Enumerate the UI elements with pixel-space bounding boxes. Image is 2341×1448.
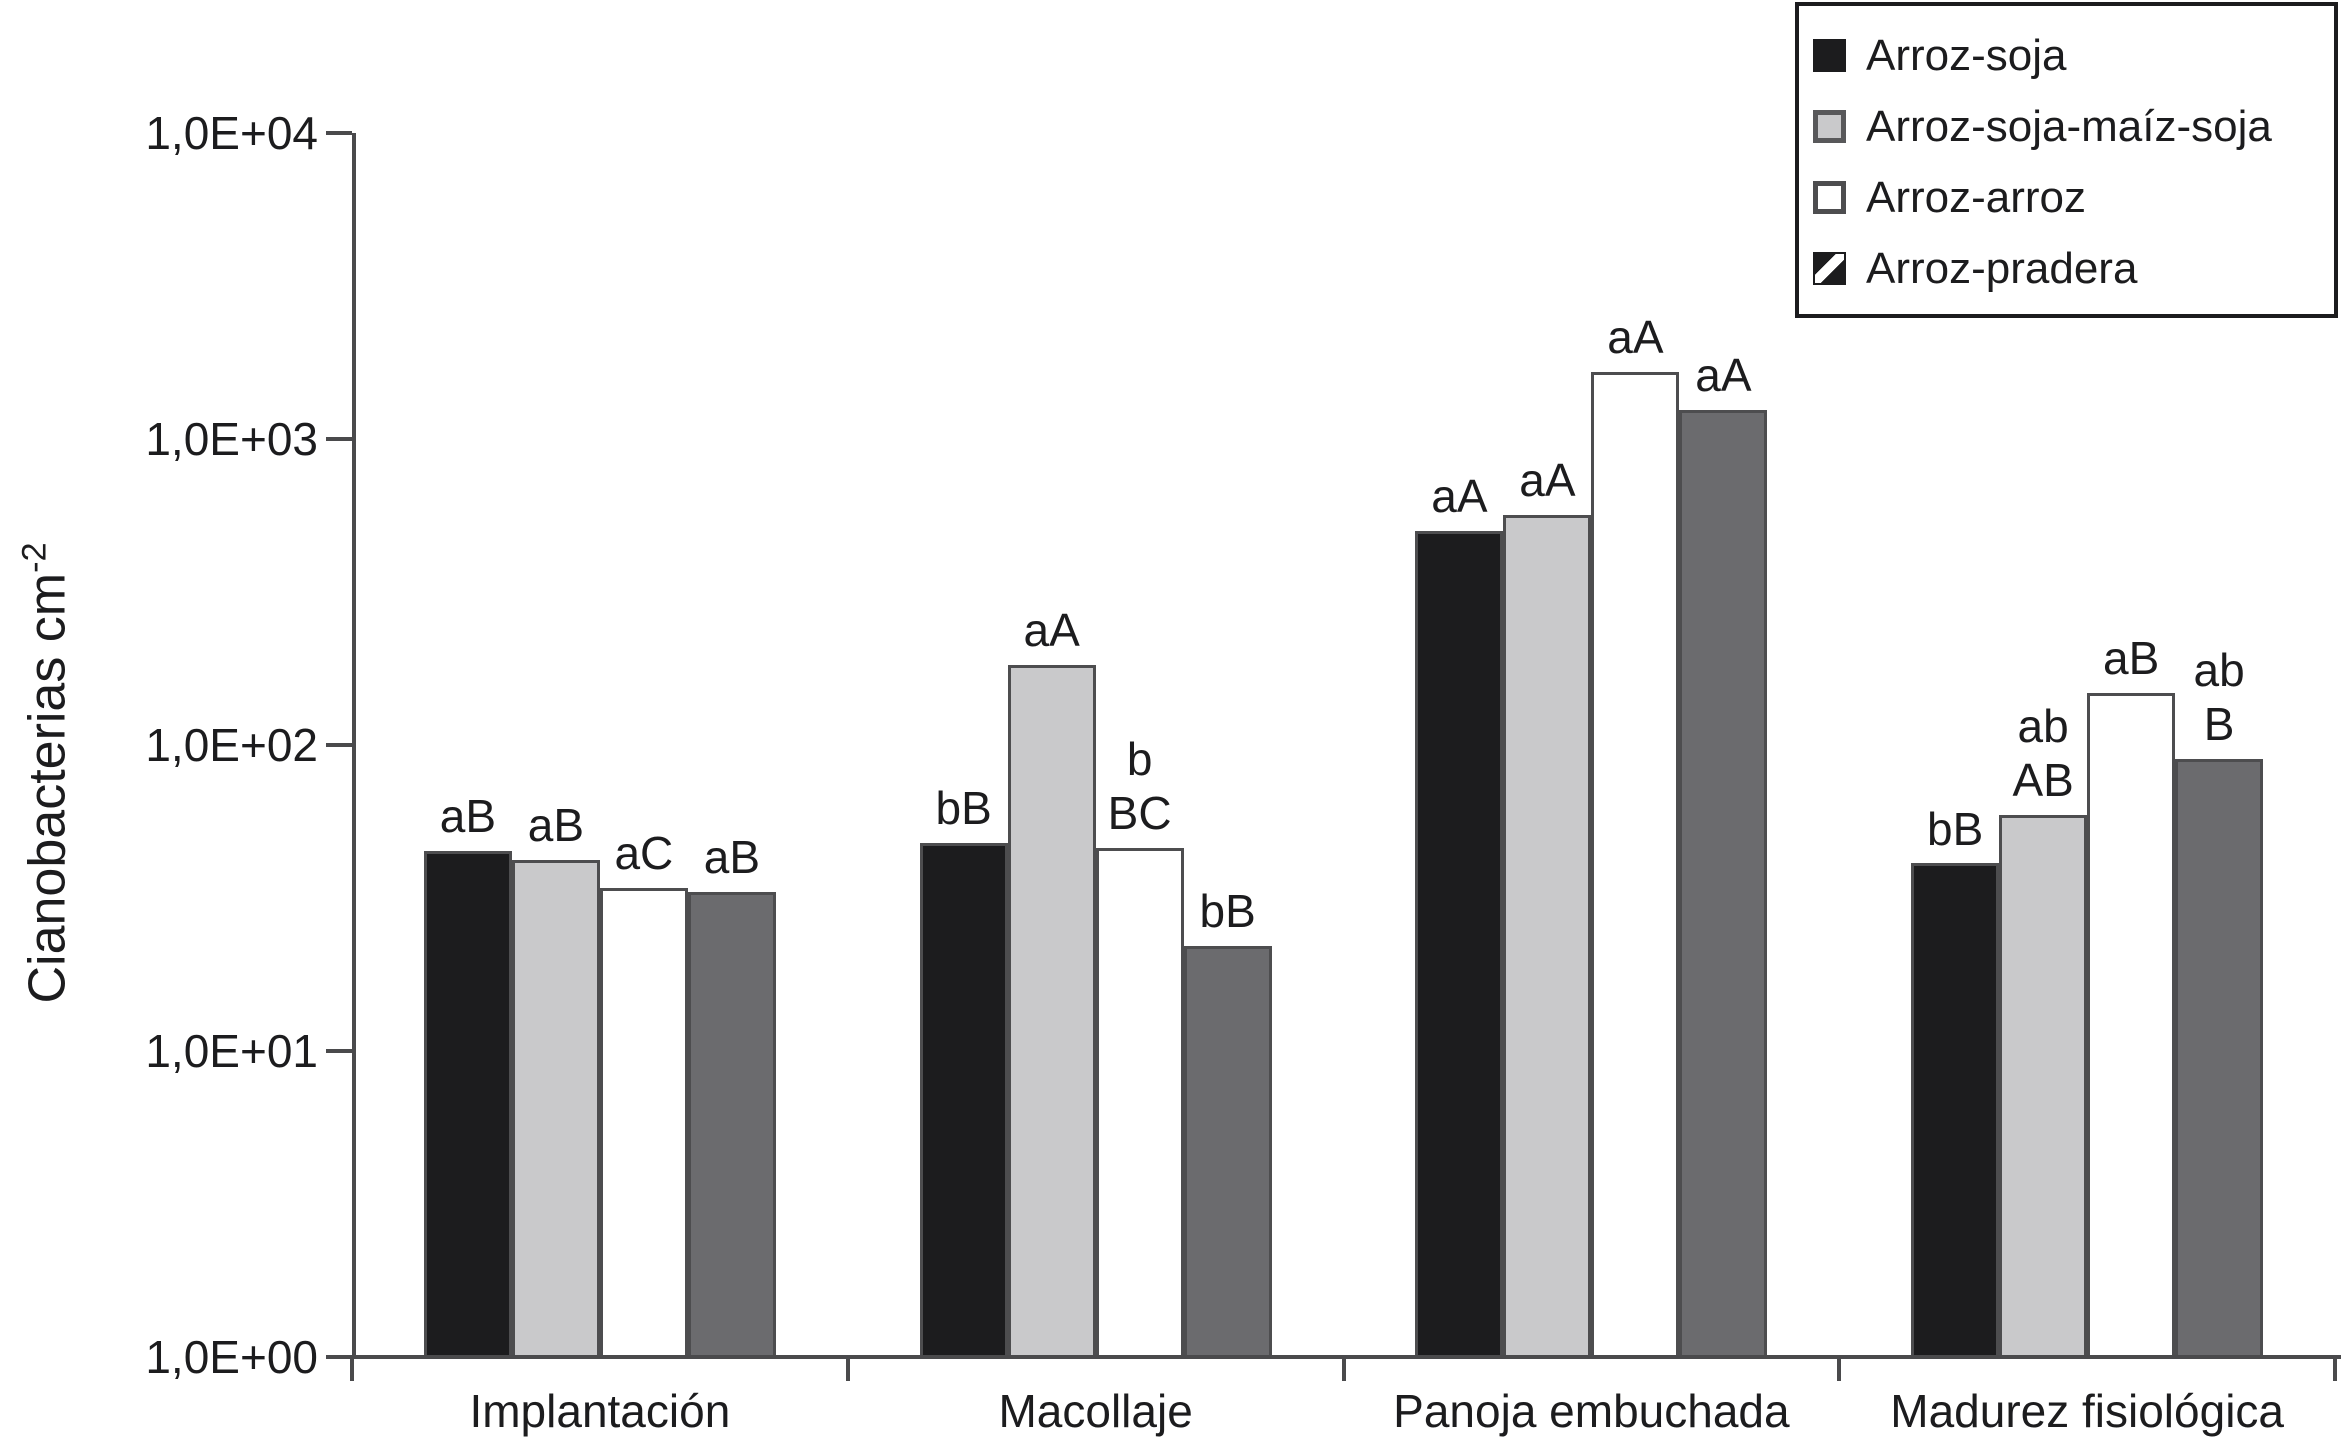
bar-significance-label: aA bbox=[1695, 349, 1752, 402]
bar-arroz-soja-ma-z-soja bbox=[511, 860, 600, 1357]
bar-arroz-arroz bbox=[599, 888, 688, 1357]
legend-item: Arroz-soja-maíz-soja bbox=[1799, 91, 2334, 162]
legend-item: Arroz-pradera bbox=[1799, 233, 2334, 304]
y-axis-title-text: Cianobacterias cm-2 bbox=[16, 542, 77, 1004]
y-tick-label: 1,0E+04 bbox=[145, 107, 318, 159]
x-tick-mark bbox=[845, 1357, 850, 1381]
bar-arroz-soja-ma-z-soja bbox=[1007, 665, 1096, 1357]
bar-arroz-pradera bbox=[1679, 410, 1768, 1357]
x-tick-mark bbox=[350, 1357, 354, 1381]
legend-item: Arroz-soja bbox=[1799, 20, 2334, 91]
legend: Arroz-soja Arroz-soja-maíz-soja Arroz-arro… bbox=[1795, 2, 2338, 318]
x-axis-line bbox=[350, 1355, 2341, 1359]
legend-item: Arroz-arroz bbox=[1799, 162, 2334, 233]
bar-significance-label: aB bbox=[703, 831, 760, 884]
y-tick-mark bbox=[326, 743, 352, 747]
bar-arroz-pradera bbox=[1183, 946, 1272, 1357]
white-bordered-swatch-icon bbox=[1813, 181, 1846, 214]
bar-significance-label: b BC bbox=[1107, 733, 1172, 840]
solid-black-swatch-icon bbox=[1813, 39, 1846, 72]
plot-area bbox=[352, 133, 2339, 1357]
bar-significance-label: aB bbox=[2102, 631, 2160, 684]
category-label: Panoja embuchada bbox=[1393, 1385, 1790, 1437]
bar-arroz-soja bbox=[1415, 531, 1504, 1357]
y-tick-label: 1,0E+01 bbox=[145, 1025, 318, 1077]
bar-arroz-soja bbox=[423, 851, 512, 1357]
bar-significance-label: aA bbox=[1607, 310, 1664, 363]
bar-arroz-arroz bbox=[1095, 848, 1184, 1357]
bar-significance-label: aB bbox=[439, 790, 496, 843]
bar-significance-label: aA bbox=[1519, 453, 1576, 506]
y-tick-label: 1,0E+02 bbox=[145, 719, 318, 771]
legend-label: Arroz-arroz bbox=[1866, 172, 2087, 222]
legend-label: Arroz-pradera bbox=[1866, 243, 2138, 293]
bar-significance-label: ab B bbox=[2193, 644, 2245, 751]
black-diagonal-swatch-icon bbox=[1813, 252, 1846, 285]
bar-significance-label: bB bbox=[935, 781, 992, 834]
bar-significance-label: aA bbox=[1023, 604, 1080, 657]
bar-arroz-soja-ma-z-soja bbox=[1999, 815, 2088, 1357]
bar-significance-label: aC bbox=[614, 827, 674, 880]
bar-significance-label: ab AB bbox=[2012, 700, 2074, 807]
bar-arroz-pradera bbox=[2175, 759, 2264, 1357]
y-tick-mark bbox=[326, 437, 352, 441]
y-tick-label: 1,0E+00 bbox=[145, 1331, 318, 1383]
category-label: Macollaje bbox=[998, 1385, 1193, 1437]
y-tick-label: 1,0E+03 bbox=[145, 413, 318, 465]
y-tick-mark bbox=[326, 131, 352, 135]
bar-arroz-soja bbox=[1911, 863, 2000, 1357]
x-tick-mark bbox=[2333, 1357, 2337, 1381]
bar-significance-label: aA bbox=[1431, 470, 1488, 523]
x-tick-mark bbox=[1837, 1357, 1842, 1381]
y-tick-mark bbox=[326, 1355, 352, 1359]
bar-arroz-soja-ma-z-soja bbox=[1503, 514, 1592, 1357]
category-label: Implantación bbox=[469, 1385, 731, 1437]
bar-arroz-arroz bbox=[1591, 371, 1680, 1357]
category-label: Madurez fisiológica bbox=[1890, 1385, 2284, 1437]
bar-arroz-pradera bbox=[687, 892, 776, 1357]
bar-significance-label: bB bbox=[1926, 802, 1984, 855]
y-axis-title-superscript: -2 bbox=[16, 542, 55, 573]
legend-label: Arroz-soja-maíz-soja bbox=[1866, 101, 2272, 151]
legend-label: Arroz-soja bbox=[1866, 30, 2067, 80]
y-axis-title-main: Cianobacterias cm bbox=[18, 572, 77, 1004]
bar-arroz-soja bbox=[919, 842, 1008, 1357]
bar-significance-label: bB bbox=[1199, 885, 1256, 938]
x-tick-mark bbox=[1341, 1357, 1346, 1381]
gray-bordered-swatch-icon bbox=[1813, 110, 1846, 143]
y-tick-mark bbox=[326, 1049, 352, 1053]
bar-arroz-arroz bbox=[2087, 692, 2176, 1357]
bar-significance-label: aB bbox=[527, 799, 584, 852]
